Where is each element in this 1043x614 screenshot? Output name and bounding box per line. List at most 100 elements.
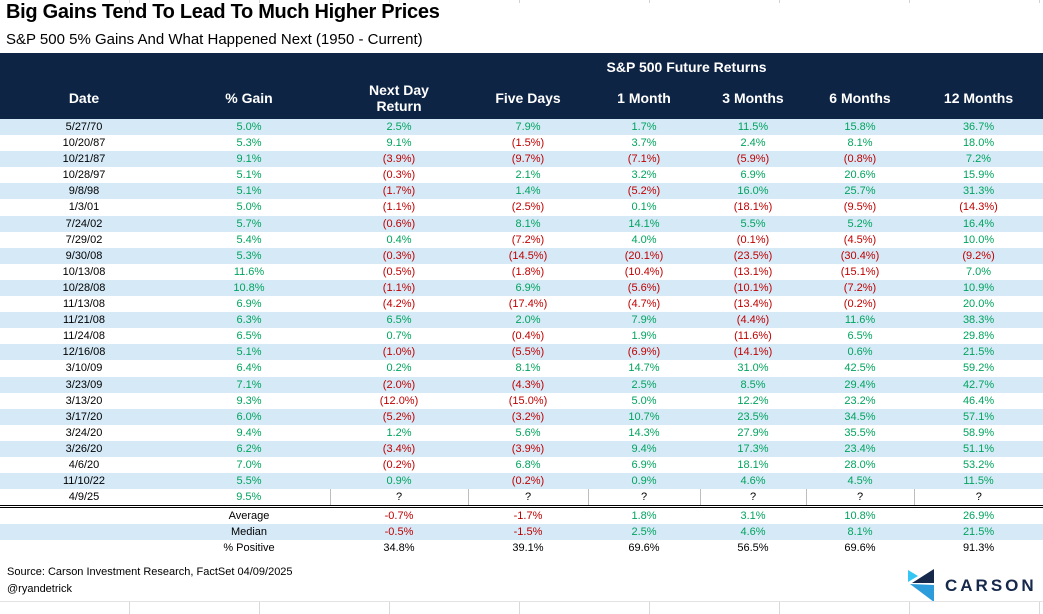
value-cell: (1.8%) xyxy=(511,265,545,278)
value-cell: 10.7% xyxy=(628,410,660,423)
value-cell: 17.3% xyxy=(737,442,769,455)
table-row: 3/23/09 7.1% (2.0%) (4.3%) 2.5% 8.5% 29.4% 42.7… xyxy=(0,376,1043,393)
value-cell: 29.8% xyxy=(962,330,995,343)
date-cell: 11/24/08 xyxy=(62,330,105,343)
table-row: 12/16/08 5.1% (1.0%) (5.5%) (6.9%) (14.1%) 0.6… xyxy=(0,344,1043,361)
value-cell: 4.5% xyxy=(847,475,873,488)
value-cell: 57.1% xyxy=(962,410,995,423)
summary-value: 56.5% xyxy=(737,542,769,555)
summary-value: 69.6% xyxy=(628,542,660,555)
summary-row: Average -0.7% -1.7% 1.8% 3.1% 10.8% 26.9% xyxy=(0,505,1043,525)
table-row: 4/6/20 7.0% (0.2%) 6.8% 6.9% 18.1% 28.0% 53.2% xyxy=(0,457,1043,473)
value-cell: 11.5% xyxy=(963,475,994,488)
value-cell: (30.4%) xyxy=(840,249,880,262)
column-header: 3 Months xyxy=(700,77,806,119)
value-cell: 9.1% xyxy=(386,137,412,150)
date-cell: 10/28/08 xyxy=(62,281,106,294)
spreadsheet-grid-artifact-top xyxy=(0,0,1043,3)
value-cell: (9.5%) xyxy=(843,201,877,214)
value-cell: 18.1% xyxy=(737,458,769,471)
date-cell: 3/13/20 xyxy=(65,394,103,407)
value-cell: 5.2% xyxy=(847,217,873,230)
summary-row: % Positive 34.8% 39.1% 69.6% 56.5% 69.6% 91.3% xyxy=(0,540,1043,556)
value-cell: 0.9% xyxy=(386,475,412,488)
value-cell: 5.1% xyxy=(236,169,262,182)
value-cell: 42.7% xyxy=(962,378,995,391)
summary-value: -1.7% xyxy=(468,505,588,525)
value-cell: 8.1% xyxy=(847,137,873,150)
group-header: S&P 500 Future Returns xyxy=(330,53,1043,77)
value-cell: (0.2%) xyxy=(843,298,877,311)
value-cell: 1.4% xyxy=(515,185,541,198)
value-cell: (3.9%) xyxy=(511,442,545,455)
value-cell: (13.1%) xyxy=(733,265,773,278)
value-cell: (0.4%) xyxy=(511,330,545,343)
column-header: 12 Months xyxy=(914,77,1043,119)
value-cell: 16.0% xyxy=(737,185,769,198)
summary-value xyxy=(0,524,168,540)
value-cell: ? xyxy=(805,489,914,507)
table-row: 11/24/08 6.5% 0.7% (0.4%) 1.9% (11.6%) 6.5% 29.… xyxy=(0,328,1043,344)
value-cell: 59.2% xyxy=(962,362,995,375)
table-row: 3/17/20 6.0% (5.2%) (3.2%) 10.7% 23.5% 34.5% 57… xyxy=(0,408,1043,425)
date-cell: 10/28/97 xyxy=(62,169,106,182)
value-cell: 6.5% xyxy=(236,330,262,343)
column-header: % Gain xyxy=(168,77,330,119)
table-row: 1/3/01 5.0% (1.1%) (2.5%) 0.1% (18.1%) (9.5%) (… xyxy=(0,199,1043,215)
table-row: 9/30/08 5.3% (0.3%) (14.5%) (20.1%) (23.5%) (3… xyxy=(0,247,1043,264)
value-cell: 23.2% xyxy=(844,394,876,407)
summary-row: Median -0.5% -1.5% 2.5% 4.6% 8.1% 21.5% xyxy=(0,524,1043,541)
value-cell: 20.6% xyxy=(844,169,876,182)
value-cell: 5.1% xyxy=(236,346,262,359)
value-cell: (3.4%) xyxy=(382,442,416,455)
column-header: Five Days xyxy=(468,77,588,119)
table-row: 11/13/08 6.9% (4.2%) (17.4%) (4.7%) (13.4%) (0… xyxy=(0,296,1043,312)
value-cell: 0.4% xyxy=(386,233,412,246)
value-cell: (0.8%) xyxy=(843,153,877,166)
value-cell: (7.2%) xyxy=(511,233,545,246)
value-cell: 11.6% xyxy=(844,314,876,327)
value-cell: 6.5% xyxy=(386,314,412,327)
date-cell: 3/24/20 xyxy=(65,426,103,439)
value-cell: (10.1%) xyxy=(733,281,773,294)
value-cell: 5.3% xyxy=(236,249,262,262)
value-cell: (12.0%) xyxy=(379,394,419,407)
value-cell: (5.2%) xyxy=(627,185,661,198)
value-cell: (0.3%) xyxy=(382,249,416,262)
value-cell: 5.5% xyxy=(236,475,262,488)
value-cell: 5.4% xyxy=(236,233,262,246)
table-row: 7/24/02 5.7% (0.6%) 8.1% 14.1% 5.5% 5.2% 16.4% xyxy=(0,215,1043,232)
column-header: Date xyxy=(0,77,168,119)
value-cell: (10.4%) xyxy=(624,265,664,278)
date-cell: 3/10/09 xyxy=(65,362,103,375)
value-cell: 6.2% xyxy=(236,442,262,455)
date-cell: 4/9/25 xyxy=(68,491,100,504)
value-cell: 2.1% xyxy=(515,169,541,182)
value-cell: 46.4% xyxy=(962,394,995,407)
value-cell: (3.9%) xyxy=(382,153,416,166)
value-cell: (14.5%) xyxy=(508,249,548,262)
value-cell: (0.2%) xyxy=(511,475,545,488)
value-cell: (4.3%) xyxy=(511,378,545,391)
summary-value: -0.5% xyxy=(384,526,414,539)
value-cell: (3.2%) xyxy=(511,410,545,423)
date-cell: 7/29/02 xyxy=(65,233,103,246)
source-line: Source: Carson Investment Research, Fact… xyxy=(7,566,293,578)
value-cell: (1.5%) xyxy=(511,137,545,150)
value-cell: (4.2%) xyxy=(382,298,416,311)
table-row: 10/28/97 5.1% (0.3%) 2.1% 3.2% 6.9% 20.6% 15.9% xyxy=(0,167,1043,183)
value-cell: 10.9% xyxy=(962,281,995,294)
date-cell: 3/17/20 xyxy=(65,410,103,423)
value-cell: (1.0%) xyxy=(382,346,416,359)
date-cell: 9/8/98 xyxy=(68,185,100,198)
column-header: 1 Month xyxy=(588,77,700,119)
value-cell: (0.5%) xyxy=(382,265,416,278)
value-cell: (2.0%) xyxy=(382,378,416,391)
column-header: Next Day Return xyxy=(330,77,468,119)
value-cell: ? xyxy=(913,489,1043,507)
value-cell: 28.0% xyxy=(844,458,876,471)
table-row: 9/8/98 5.1% (1.7%) 1.4% (5.2%) 16.0% 25.7% 31.3… xyxy=(0,183,1043,200)
value-cell: 0.6% xyxy=(847,346,873,359)
value-cell: 53.2% xyxy=(962,458,995,471)
value-cell: (0.6%) xyxy=(382,217,416,230)
